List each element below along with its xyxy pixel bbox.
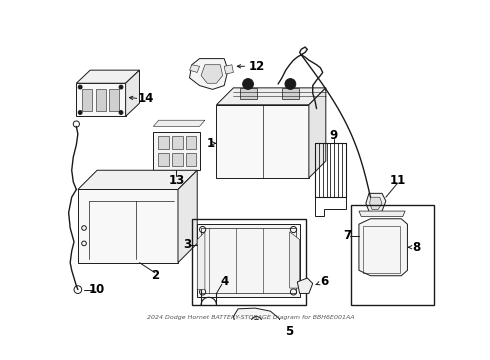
Polygon shape xyxy=(78,189,178,263)
Polygon shape xyxy=(158,136,169,149)
Polygon shape xyxy=(178,170,197,263)
Polygon shape xyxy=(370,197,382,210)
Polygon shape xyxy=(282,88,299,99)
Text: 8: 8 xyxy=(413,241,421,254)
Polygon shape xyxy=(217,105,309,178)
Polygon shape xyxy=(201,65,222,83)
Polygon shape xyxy=(125,70,140,116)
Text: 14: 14 xyxy=(138,92,154,105)
Text: 2024 Dodge Hornet BATTERY-STORAGE Diagram for BBH6E001AA: 2024 Dodge Hornet BATTERY-STORAGE Diagra… xyxy=(147,315,355,320)
Polygon shape xyxy=(240,88,257,99)
Circle shape xyxy=(119,111,123,114)
Text: 7: 7 xyxy=(343,229,351,242)
Text: 6: 6 xyxy=(320,275,328,288)
Polygon shape xyxy=(197,224,300,297)
Polygon shape xyxy=(359,211,405,216)
Polygon shape xyxy=(217,88,326,105)
Circle shape xyxy=(243,78,253,89)
Bar xyxy=(192,219,306,305)
Text: 1: 1 xyxy=(206,137,215,150)
Text: 3: 3 xyxy=(183,238,191,251)
Polygon shape xyxy=(109,89,120,111)
Polygon shape xyxy=(172,136,183,149)
Circle shape xyxy=(119,85,123,89)
Circle shape xyxy=(78,85,82,89)
Text: 10: 10 xyxy=(89,283,105,296)
Polygon shape xyxy=(82,89,92,111)
Polygon shape xyxy=(359,219,408,276)
Text: 4: 4 xyxy=(220,275,228,288)
Polygon shape xyxy=(186,153,196,166)
Polygon shape xyxy=(366,193,386,214)
Polygon shape xyxy=(76,70,140,83)
Text: 2: 2 xyxy=(151,269,159,282)
Polygon shape xyxy=(96,89,106,111)
Bar xyxy=(351,205,435,305)
Polygon shape xyxy=(186,136,196,149)
Circle shape xyxy=(245,81,251,87)
Polygon shape xyxy=(158,153,169,166)
Polygon shape xyxy=(224,65,233,74)
Polygon shape xyxy=(78,170,197,189)
Text: 12: 12 xyxy=(248,60,265,73)
Polygon shape xyxy=(76,83,125,116)
Polygon shape xyxy=(233,308,280,334)
Polygon shape xyxy=(190,65,199,72)
Polygon shape xyxy=(172,153,183,166)
Circle shape xyxy=(287,81,294,87)
Polygon shape xyxy=(153,120,205,126)
Polygon shape xyxy=(309,88,326,178)
Polygon shape xyxy=(290,232,300,288)
Text: 5: 5 xyxy=(286,325,294,338)
Polygon shape xyxy=(297,278,313,293)
Polygon shape xyxy=(197,232,205,289)
Circle shape xyxy=(285,78,296,89)
Circle shape xyxy=(78,111,82,114)
Text: 13: 13 xyxy=(168,174,185,187)
Polygon shape xyxy=(190,59,228,89)
Text: 11: 11 xyxy=(389,174,406,187)
Polygon shape xyxy=(153,132,199,170)
Text: 9: 9 xyxy=(329,129,338,142)
